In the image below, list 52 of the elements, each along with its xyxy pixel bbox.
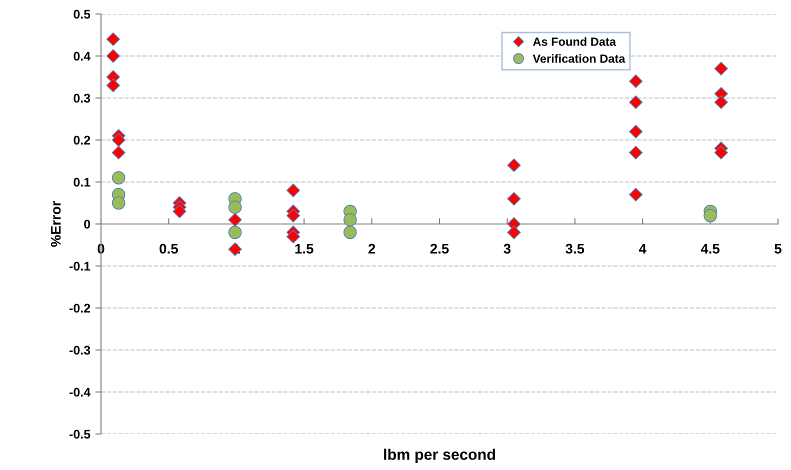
x-tick-label: 4.5: [700, 244, 720, 254]
y-tick-label: -0.2: [70, 304, 90, 313]
y-tick-label: -0.5: [70, 430, 90, 439]
point: [507, 158, 521, 172]
point: [286, 208, 300, 222]
point: [106, 32, 120, 46]
y-tick-label: 0.2: [74, 136, 90, 145]
y-tick-label: -0.4: [70, 388, 91, 397]
point: [714, 62, 728, 76]
point: [629, 146, 643, 160]
y-tick-label: 0.4: [74, 52, 91, 61]
y-tick-label: -0.1: [70, 262, 90, 271]
point: [629, 188, 643, 202]
x-tick-label: 2.5: [430, 244, 449, 254]
point: [629, 124, 643, 138]
point: [112, 196, 126, 210]
x-tick-label: 0.5: [160, 244, 178, 254]
point: [172, 204, 186, 218]
y-axis-title: %Error: [50, 201, 61, 247]
point: [112, 171, 126, 184]
point: [228, 226, 242, 240]
y-tick-label: -0.3: [70, 346, 90, 355]
point: [714, 95, 728, 110]
x-tick-label: 4: [638, 244, 646, 254]
point: [507, 226, 521, 240]
point: [228, 200, 242, 214]
point: [704, 208, 717, 222]
legend-label: Verification Data: [532, 54, 626, 63]
point: [629, 95, 643, 110]
x-tick-label: 2: [368, 244, 376, 254]
y-tick-label: 0.1: [74, 178, 90, 187]
point: [112, 146, 126, 160]
point: [343, 213, 357, 226]
point: [112, 133, 126, 147]
y-tick-label: 0.3: [74, 94, 90, 103]
point: [106, 78, 120, 92]
point: [106, 49, 120, 63]
point: [629, 74, 643, 88]
point: [714, 146, 728, 160]
x-tick-label: 3.5: [566, 244, 584, 254]
legend-label: As Found Data: [532, 37, 616, 46]
point: [507, 192, 521, 206]
x-tick-label: 5: [774, 244, 782, 254]
x-tick-label: 1.5: [295, 244, 314, 254]
point: [286, 184, 300, 198]
point: [343, 226, 357, 240]
x-tick-label: 3: [504, 244, 511, 254]
point: [228, 212, 242, 227]
y-tick-label: 0: [84, 220, 90, 229]
x-axis-title: lbm per second: [384, 448, 495, 463]
point: [286, 230, 300, 244]
y-tick-label: 0.5: [74, 10, 90, 19]
